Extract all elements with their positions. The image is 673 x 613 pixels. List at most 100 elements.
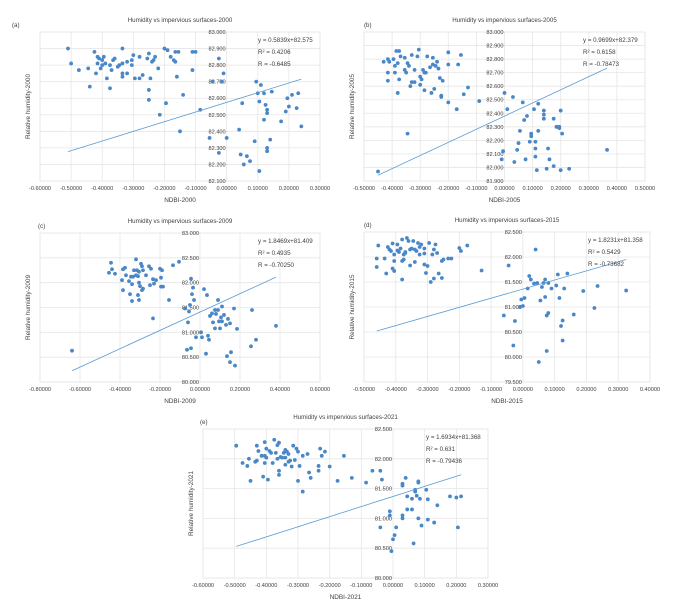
x-axis-label: NDBI-2000 (164, 197, 196, 204)
data-point (541, 112, 546, 117)
x-tick-label: -0.20000 (437, 186, 459, 192)
data-point (394, 49, 399, 53)
data-point (428, 65, 432, 70)
x-tick-label: 0.10000 (248, 186, 268, 192)
data-point (506, 263, 511, 268)
data-point (427, 241, 432, 245)
data-point (436, 271, 441, 276)
data-point (404, 70, 409, 75)
trendline (71, 276, 277, 372)
data-point (410, 496, 414, 501)
data-point (299, 124, 304, 129)
data-point (466, 85, 470, 90)
y-tick-label: 81.500 (182, 306, 199, 312)
data-point (544, 166, 549, 171)
y-tick-label: 81.000 (375, 516, 392, 522)
data-point (400, 277, 405, 282)
chart-title: Humidity vs impervious surfaces-2000 (128, 17, 233, 24)
data-point (541, 116, 546, 121)
data-point (66, 46, 70, 51)
data-point (541, 108, 546, 113)
data-point (605, 147, 609, 152)
y-axis-label: Relative humidity-2005 (349, 74, 356, 139)
data-point (554, 124, 559, 129)
data-point (279, 119, 284, 124)
data-point (532, 107, 536, 112)
data-point (156, 66, 161, 71)
data-point (433, 63, 438, 68)
y-tick-label: 82.000 (375, 457, 392, 463)
data-point (412, 68, 417, 72)
panel-label: (e) (200, 419, 208, 426)
data-point (216, 56, 221, 61)
data-point (425, 497, 430, 502)
data-point (211, 320, 215, 325)
data-point (120, 46, 125, 51)
x-tick-label: -0.50000 (224, 583, 246, 589)
y-tick-label: 82.900 (486, 44, 503, 50)
x-tick-label: 0.30000 (310, 186, 330, 192)
data-point (233, 363, 237, 368)
data-point (258, 83, 263, 87)
x-tick-label: 0.00000 (217, 186, 237, 192)
data-point (397, 49, 402, 53)
data-point (423, 70, 428, 75)
data-point (283, 455, 288, 460)
data-point (300, 453, 305, 458)
x-tick-label: -0.50000 (60, 186, 82, 192)
data-point (294, 106, 299, 111)
data-point (104, 76, 109, 81)
data-point (419, 523, 424, 528)
data-point (70, 348, 74, 353)
data-point (187, 309, 191, 314)
data-point (409, 246, 414, 251)
data-point (505, 107, 510, 112)
panel-label: (b) (364, 22, 372, 29)
data-point (390, 241, 395, 246)
x-tick-label: 0.20000 (446, 583, 466, 589)
y-tick-label: 82.500 (209, 113, 226, 119)
data-point (522, 296, 527, 300)
data-point (422, 251, 427, 256)
data-point (479, 268, 484, 273)
data-point (266, 477, 270, 482)
data-point (256, 449, 261, 453)
regression-annotation: R² = 0.5429 (588, 249, 621, 256)
data-point (190, 68, 195, 72)
data-point (419, 242, 424, 247)
data-point (164, 101, 168, 106)
data-point (151, 58, 156, 63)
data-point (543, 295, 548, 299)
regression-annotation: R = -0.73682 (588, 261, 625, 268)
data-point (296, 91, 301, 96)
data-point (269, 89, 274, 94)
data-point (217, 319, 221, 324)
data-point (165, 48, 170, 53)
x-tick-label: 0.20000 (279, 186, 299, 192)
data-point (268, 137, 273, 142)
data-point (456, 525, 460, 530)
data-point (446, 62, 451, 67)
data-point (432, 276, 436, 281)
data-point (501, 149, 505, 154)
y-tick-label: 82.100 (486, 152, 503, 158)
y-tick-label: 81.000 (505, 305, 522, 311)
data-point (461, 92, 466, 97)
x-tick-label: -0.10000 (465, 186, 487, 192)
data-point (146, 51, 151, 56)
data-point (378, 525, 383, 530)
x-tick-label: 0.30000 (579, 186, 599, 192)
data-point (286, 104, 291, 109)
data-point (273, 450, 278, 455)
regression-annotation: y = 1.6934x+81.368 (426, 434, 481, 441)
data-point (511, 95, 515, 99)
data-point (414, 493, 419, 498)
data-point (364, 480, 368, 485)
data-point (120, 278, 124, 283)
data-point (430, 252, 435, 257)
data-point (422, 262, 427, 267)
data-point (137, 76, 142, 81)
data-point (397, 77, 402, 82)
data-point (323, 449, 327, 454)
